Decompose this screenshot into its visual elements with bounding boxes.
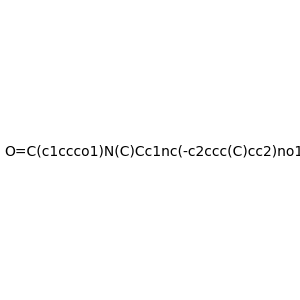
Text: O=C(c1ccco1)N(C)Cc1nc(-c2ccc(C)cc2)no1: O=C(c1ccco1)N(C)Cc1nc(-c2ccc(C)cc2)no1 [4, 145, 300, 158]
